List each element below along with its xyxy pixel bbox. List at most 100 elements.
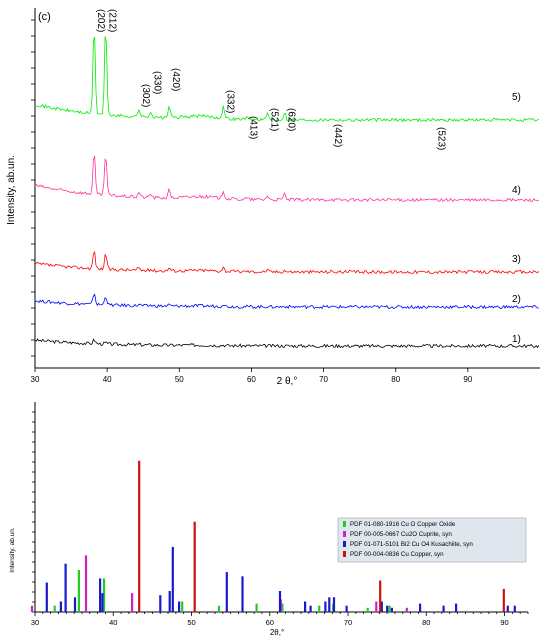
pattern-line-2	[34, 293, 539, 310]
reference-bar	[455, 603, 458, 612]
legend-label: PDF 00-005-0667 Cu2O Cuprite, syn	[350, 531, 452, 538]
reference-bar	[30, 605, 34, 612]
reference-bar	[168, 591, 171, 612]
reference-bar	[318, 605, 321, 612]
reference-bar	[131, 593, 134, 612]
reference-bar	[53, 605, 56, 612]
pattern-line-5	[34, 36, 539, 123]
peak-label: (521)	[268, 108, 279, 131]
pattern-line-1	[34, 338, 540, 349]
x-tick-label: 80	[422, 618, 430, 627]
x-ticks: 30 40 50 60 70 80 90	[31, 368, 473, 384]
peak-label: (302)	[140, 84, 151, 107]
reference-bar	[255, 603, 258, 612]
reference-bar	[304, 601, 307, 612]
reference-bar	[332, 597, 336, 612]
reference-bar	[442, 605, 445, 612]
peak-label: (420)	[170, 68, 181, 91]
legend-box	[337, 517, 527, 563]
x-tick-label: 30	[31, 375, 40, 384]
reference-bar	[513, 605, 516, 612]
reference-bar	[419, 603, 422, 612]
legend-swatch	[343, 541, 346, 547]
x-tick-label: 60	[247, 375, 256, 384]
x-tick-label: 70	[319, 375, 328, 384]
reference-bar	[217, 605, 221, 612]
legend-label: PDF 01-071-5101 Bi2 Cu O4 Kusachiite, sy…	[350, 541, 473, 548]
peak-label: (330)	[151, 71, 162, 94]
peak-label: (620)	[286, 108, 297, 131]
reference-bars	[30, 460, 516, 612]
reference-bar	[502, 588, 505, 612]
reference-bar	[324, 601, 327, 612]
reference-bar	[241, 576, 244, 612]
x-axis-label: 2 θ,°	[277, 376, 298, 387]
legend-swatch	[343, 521, 346, 527]
reference-bar	[159, 595, 162, 612]
series-label-1: 1)	[512, 334, 521, 345]
legend: PDF 01-080-1916 Cu O Copper Oxide PDF 00-…	[337, 517, 527, 563]
series-label-2: 2)	[512, 294, 521, 305]
series-labels: 1) 2) 3) 4) 5)	[512, 92, 521, 345]
reference-bar	[390, 607, 393, 612]
reference-bar	[181, 601, 184, 612]
x-axis-label: 2θ,°	[270, 628, 284, 637]
reference-bar	[405, 607, 408, 612]
reference-bar	[102, 578, 106, 612]
reference-bar	[309, 605, 312, 612]
peak-label: (202)	[95, 9, 106, 32]
reference-bar	[171, 546, 174, 612]
reference-bar	[45, 582, 48, 612]
reference-bar	[64, 563, 67, 612]
x-tick-label: 50	[187, 618, 195, 627]
reference-bar	[138, 460, 141, 612]
reference-bar	[278, 591, 282, 612]
x-tick-label: 60	[266, 618, 274, 627]
reference-pattern-chart: 30 40 50 60 70 80 90 PDF 01-080-1916 Cu O Copp…	[9, 402, 529, 637]
x-tick-label: 50	[175, 375, 184, 384]
legend-label: PDF 01-080-1916 Cu O Copper Oxide	[350, 521, 456, 528]
series-label-4: 4)	[512, 185, 521, 196]
reference-bar	[73, 597, 77, 612]
reference-bar	[379, 580, 382, 612]
reference-bar	[101, 593, 104, 612]
reference-bar	[380, 601, 383, 612]
y-axis-label: Intensity, ab.un.	[9, 527, 16, 573]
legend-swatch	[343, 551, 346, 557]
peak-label: (523)	[436, 127, 447, 150]
reference-bar	[328, 597, 331, 612]
reference-bar	[388, 605, 391, 612]
reference-bar	[99, 578, 102, 612]
reference-bar	[281, 603, 284, 612]
peak-label: (212)	[107, 9, 118, 32]
x-tick-label: 30	[31, 618, 39, 627]
reference-bar	[193, 521, 196, 612]
x-tick-label: 80	[391, 375, 400, 384]
y-axis-label: Intensity, ab.un.	[6, 155, 17, 225]
x-tick-label: 40	[109, 618, 117, 627]
xrd-pattern-chart: 30 40 50 60 70 80 90 (202) (212) (302)(330) (420)…	[6, 8, 540, 387]
legend-label: PDF 00-004-0836 Cu Copper, syn	[350, 551, 444, 558]
legend-swatch	[343, 531, 346, 537]
reference-bar	[366, 607, 369, 612]
reference-bar	[225, 572, 228, 612]
reference-bar	[59, 601, 62, 612]
x-tick-label: 40	[103, 375, 112, 384]
peak-label: (413)	[247, 116, 258, 139]
peak-label: (442)	[332, 124, 343, 147]
reference-bar	[178, 601, 181, 612]
reference-bar	[345, 605, 348, 612]
x-tick-label: 70	[344, 618, 352, 627]
reference-bar	[77, 570, 80, 612]
pattern-line-4	[34, 156, 539, 203]
series-label-5: 5)	[512, 92, 521, 103]
reference-bar	[84, 555, 88, 612]
peak-label: (332)	[224, 90, 235, 113]
y-axis-ticks	[31, 19, 35, 357]
pattern-series	[34, 36, 540, 349]
reference-bar	[386, 605, 389, 612]
reference-bar	[375, 601, 378, 612]
x-tick-label: 90	[500, 618, 508, 627]
panel-label: (c)	[38, 11, 51, 23]
